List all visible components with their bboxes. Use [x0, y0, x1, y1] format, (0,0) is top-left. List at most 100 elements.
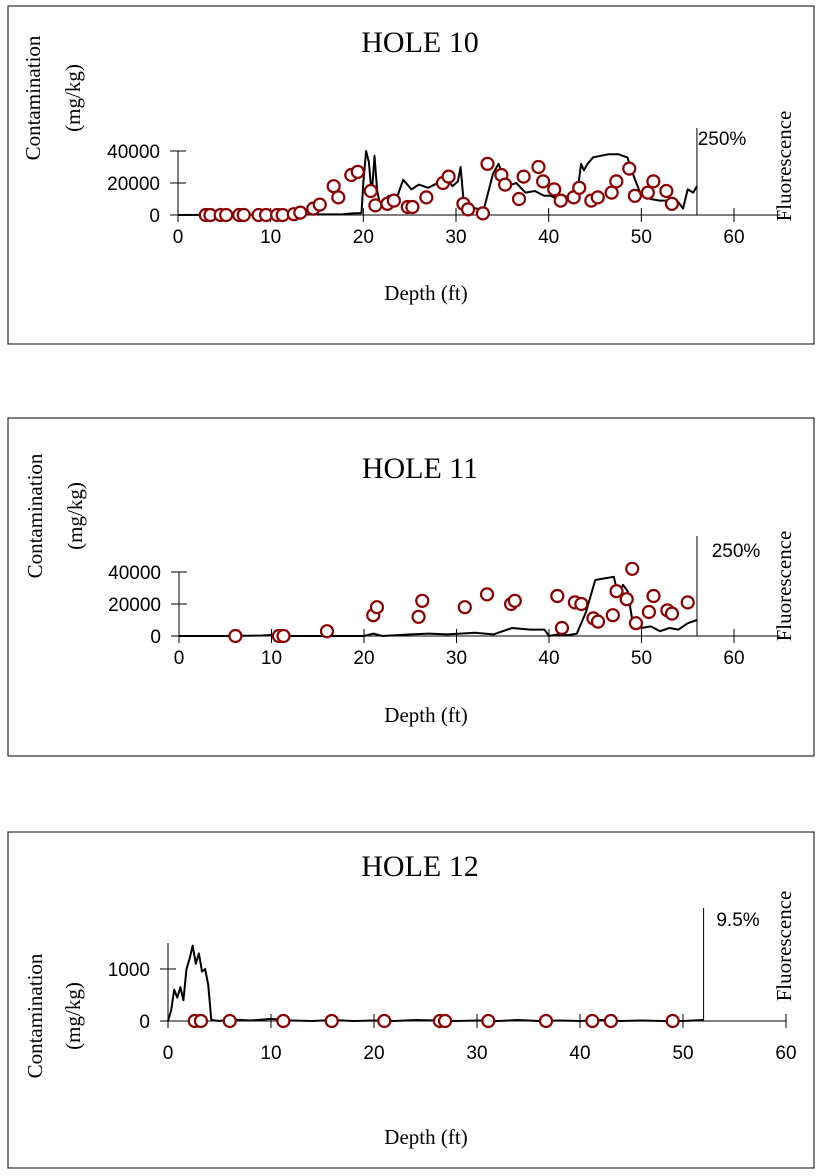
x-tick-label: 60	[723, 648, 744, 669]
fluorescence-marker-label: 250%	[712, 541, 761, 562]
fluorescence-line	[167, 944, 704, 1022]
y-axis-label-line-1: Contamination	[21, 35, 45, 160]
x-tick-label: 60	[775, 1043, 796, 1064]
x-tick-label: 0	[174, 648, 185, 669]
chart-panel-hole-10: HOLE 10 Contamination (mg/kg) Fluorescence D…	[0, 0, 822, 352]
x-axis-label: Depth (ft)	[384, 703, 467, 727]
sample-point	[531, 159, 546, 175]
sample-point	[193, 1013, 209, 1029]
y2-axis-label: Fluorescence	[772, 111, 796, 222]
x-tick-label: 30	[466, 1043, 487, 1064]
x-tick-label: 0	[173, 227, 184, 248]
sample-point	[363, 183, 378, 199]
sample-point	[228, 628, 243, 644]
sample-point	[419, 190, 434, 205]
y2-axis-label: Fluorescence	[772, 531, 796, 642]
sample-point	[457, 600, 472, 615]
sample-point	[511, 191, 527, 207]
x-tick-label: 10	[260, 227, 281, 248]
y-tick-label: 20000	[107, 174, 160, 195]
y-axis-label-line-2: (mg/kg)	[63, 482, 87, 550]
sample-point	[437, 1013, 453, 1029]
sample-point	[441, 169, 456, 184]
sample-point	[641, 604, 657, 620]
sample-point	[324, 1013, 339, 1029]
sample-point	[405, 199, 420, 215]
chart-panel-hole-11: HOLE 11 Contamination (mg/kg) Fluorescence D…	[0, 412, 822, 764]
x-tick-label: 50	[672, 1043, 693, 1064]
sample-point	[628, 616, 644, 631]
sample-point	[276, 628, 291, 644]
sample-point	[640, 185, 655, 200]
sample-point	[368, 198, 383, 213]
sample-point	[276, 1013, 291, 1029]
x-tick-label: 10	[261, 648, 282, 669]
x-tick-label: 30	[445, 227, 466, 248]
chart-hole-12: HOLE 12 Contamination (mg/kg) Fluorescence D…	[7, 831, 815, 1169]
y-tick-label: 40000	[108, 563, 161, 584]
sample-point	[547, 182, 562, 197]
sample-point	[680, 595, 695, 610]
y-tick-label: 0	[149, 206, 160, 227]
x-tick-label: 10	[260, 1043, 281, 1064]
sample-point	[369, 600, 385, 615]
y-tick-label: 1000	[108, 960, 150, 981]
sample-point	[646, 174, 661, 189]
x-axis-label: Depth (ft)	[384, 1125, 467, 1149]
sample-point	[481, 1013, 496, 1029]
chart-frame	[7, 417, 815, 757]
sample-point	[609, 174, 624, 189]
chart-hole-10: HOLE 10 Contamination (mg/kg) Fluorescence D…	[7, 5, 815, 345]
chart-title: HOLE 10	[361, 26, 478, 59]
sample-point	[609, 584, 624, 599]
x-tick-label: 50	[631, 227, 652, 248]
sample-point	[222, 1013, 237, 1029]
sample-point	[460, 202, 476, 217]
sample-point	[377, 1013, 392, 1029]
chart-frame	[7, 5, 815, 345]
y-axis-label-line-2: (mg/kg)	[61, 64, 85, 132]
sample-point	[475, 206, 490, 221]
sample-point	[312, 197, 327, 212]
sample-point	[480, 156, 495, 171]
fluorescence-marker-label: 250%	[698, 129, 747, 150]
x-tick-label: 40	[569, 1043, 590, 1064]
sample-point	[574, 596, 589, 612]
sample-point	[664, 196, 680, 211]
y-tick-label: 0	[150, 627, 161, 648]
sample-point	[585, 1013, 600, 1029]
sample-point	[550, 588, 565, 604]
sample-point	[605, 608, 620, 623]
x-axis-label: Depth (ft)	[384, 281, 467, 305]
sample-point	[590, 190, 605, 205]
sample-point	[603, 1013, 619, 1029]
y-axis-label-line-1: Contamination	[23, 953, 47, 1078]
y-axis-label-line-2: (mg/kg)	[61, 982, 85, 1050]
sample-point	[553, 193, 568, 208]
sample-point	[331, 190, 346, 205]
x-tick-label: 20	[363, 1043, 384, 1064]
x-tick-label: 60	[723, 227, 744, 248]
x-tick-label: 40	[538, 227, 559, 248]
y-tick-label: 0	[139, 1012, 150, 1033]
x-tick-label: 0	[163, 1043, 174, 1064]
sample-point	[536, 174, 551, 189]
chart-title: HOLE 11	[362, 452, 478, 485]
chart-frame	[7, 831, 815, 1169]
sample-point	[572, 180, 587, 195]
sample-point	[627, 188, 642, 203]
sample-point	[498, 177, 513, 192]
sample-point	[516, 169, 531, 184]
sample-point	[219, 207, 234, 223]
chart-title: HOLE 12	[361, 850, 478, 883]
sample-point	[625, 561, 640, 576]
chart-hole-11: HOLE 11 Contamination (mg/kg) Fluorescence D…	[7, 417, 815, 757]
sample-point	[646, 588, 661, 604]
sample-point	[538, 1013, 554, 1029]
fluorescence-marker-label: 9.5%	[716, 910, 759, 931]
y-axis-label-line-1: Contamination	[23, 453, 47, 578]
sample-point	[664, 606, 680, 621]
sample-point	[411, 609, 426, 624]
sample-point	[236, 207, 251, 223]
sample-point	[507, 593, 522, 608]
